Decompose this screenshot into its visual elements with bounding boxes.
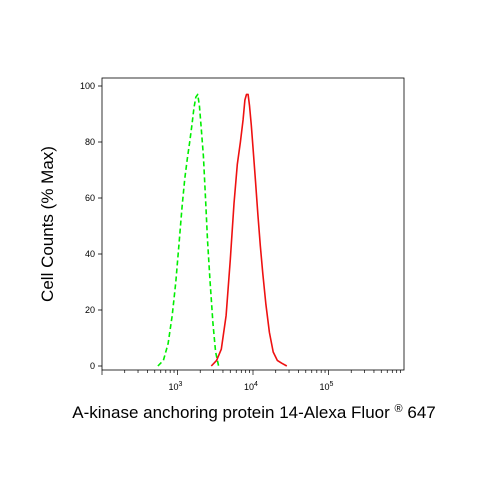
series-line-1 (157, 93, 220, 367)
y-tick-label: 20 (85, 305, 95, 315)
y-axis: 0 20 40 60 80 100 (80, 81, 102, 371)
y-tick-label: 60 (85, 193, 95, 203)
plot-frame (101, 77, 405, 371)
x-axis: 103 104 105 (101, 370, 401, 392)
y-tick-label: 100 (80, 81, 95, 91)
y-axis-title: Cell Counts (% Max) (38, 146, 57, 302)
x-tick-label: 104 (244, 381, 258, 392)
series-layer (157, 93, 288, 367)
x-axis-title: A-kinase anchoring protein 14-Alexa Fluo… (72, 397, 435, 422)
x-axis-title-main: A-kinase anchoring protein 14-Alexa Fluo… (72, 403, 390, 422)
y-tick-label: 80 (85, 137, 95, 147)
series-line-2 (210, 93, 288, 367)
x-tick-label: 105 (320, 381, 334, 392)
x-tick-label: 103 (169, 381, 183, 392)
y-tick-label: 0 (90, 361, 95, 371)
y-tick-label: 40 (85, 249, 95, 259)
x-axis-title-registered-mark: ® (395, 403, 403, 415)
x-axis-title-tail: 647 (407, 403, 435, 422)
